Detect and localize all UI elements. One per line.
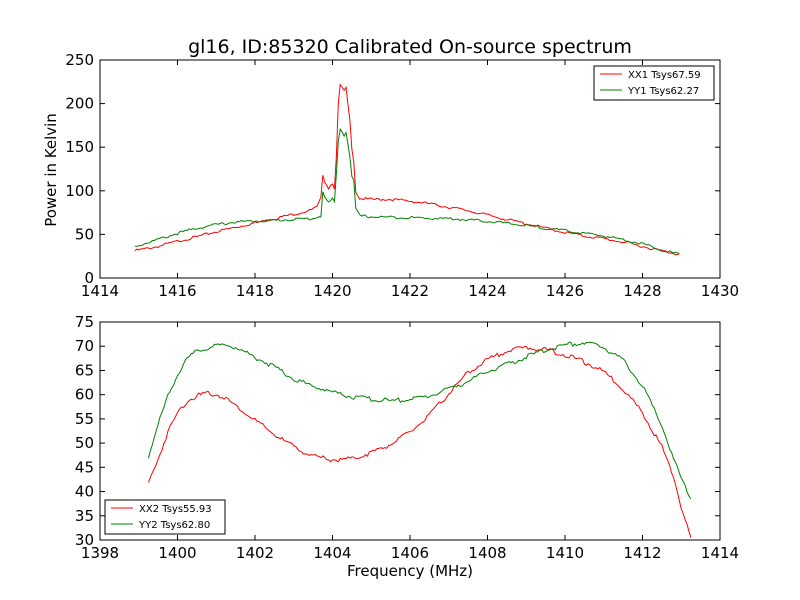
bottom-y-tick-label: 60 [75,386,94,404]
chart-title: gl16, ID:85320 Calibrated On-source spec… [188,36,632,58]
top-series-group [134,83,680,256]
legend-label-xx1: XX1 Tsys67.59 [628,70,701,81]
top-y-tick-label: 200 [65,95,94,113]
top-x-tick-label: 1414 [81,282,119,300]
bottom-y-tick-label: 35 [75,507,94,525]
bottom-y-tick-label: 70 [75,337,94,355]
bottom-y-tick-label: 65 [75,361,94,379]
bottom-series-line-xx [147,346,692,538]
bottom-panel: Frequency (MHz) 1398 1400 1402 1404 1406 1408… [75,313,739,580]
top-x-tick-label: 1424 [468,282,506,300]
top-series-line-yy [134,127,680,255]
top-x-tick-label: 1422 [391,282,429,300]
top-x-tick-label: 1426 [546,282,584,300]
bottom-y-tick-label: 55 [75,410,94,428]
bottom-x-tick-label: 1408 [468,544,506,562]
top-x-tick-label: 1420 [313,282,351,300]
top-y-axis-label: Power in Kelvin [42,113,60,227]
top-x-tick-label: 1418 [236,282,274,300]
bottom-series-group [147,341,692,538]
legend-label-xx2: XX2 Tsys55.93 [139,504,212,515]
bottom-x-axis-label: Frequency (MHz) [347,562,473,580]
bottom-x-tick-label: 1406 [391,544,429,562]
top-series-line-xx [134,83,680,256]
bottom-x-tick-label: 1410 [546,544,584,562]
top-legend: XX1 Tsys67.59 YY1 Tsys62.27 [593,65,715,101]
top-y-tick-label: 150 [65,138,94,156]
top-x-tick-label: 1416 [158,282,196,300]
top-ticks-group: 1414 1416 1418 1420 1422 1424 1426 1428 1430 0 50 1… [65,51,739,300]
top-y-tick-label: 250 [65,51,94,69]
top-legend-box [593,65,715,101]
bottom-series-line-yy [147,341,692,500]
bottom-x-tick-label: 1398 [81,544,119,562]
top-x-tick-label: 1430 [701,282,739,300]
bottom-y-tick-label: 40 [75,483,94,501]
bottom-y-tick-label: 30 [75,531,94,549]
legend-label-yy1: YY1 Tsys62.27 [627,86,699,97]
bottom-legend: XX2 Tsys55.93 YY2 Tsys62.80 [104,499,226,535]
top-x-tick-label: 1428 [623,282,661,300]
bottom-x-tick-label: 1412 [623,544,661,562]
top-y-tick-label: 100 [65,182,94,200]
bottom-y-tick-label: 45 [75,458,94,476]
bottom-ticks-group: 1398 1400 1402 1404 1406 1408 1410 1412 1414 30 35… [75,313,739,562]
bottom-y-tick-label: 50 [75,434,94,452]
bottom-y-tick-label: 75 [75,313,94,331]
bottom-legend-box [104,499,226,535]
bottom-x-tick-label: 1402 [236,544,274,562]
bottom-x-tick-label: 1404 [313,544,351,562]
legend-label-yy2: YY2 Tsys62.80 [138,520,210,531]
bottom-x-tick-label: 1414 [701,544,739,562]
top-panel: gl16, ID:85320 Calibrated On-source spec… [42,36,739,300]
top-y-tick-label: 50 [75,225,94,243]
top-y-tick-label: 0 [84,269,94,287]
bottom-x-tick-label: 1400 [158,544,196,562]
